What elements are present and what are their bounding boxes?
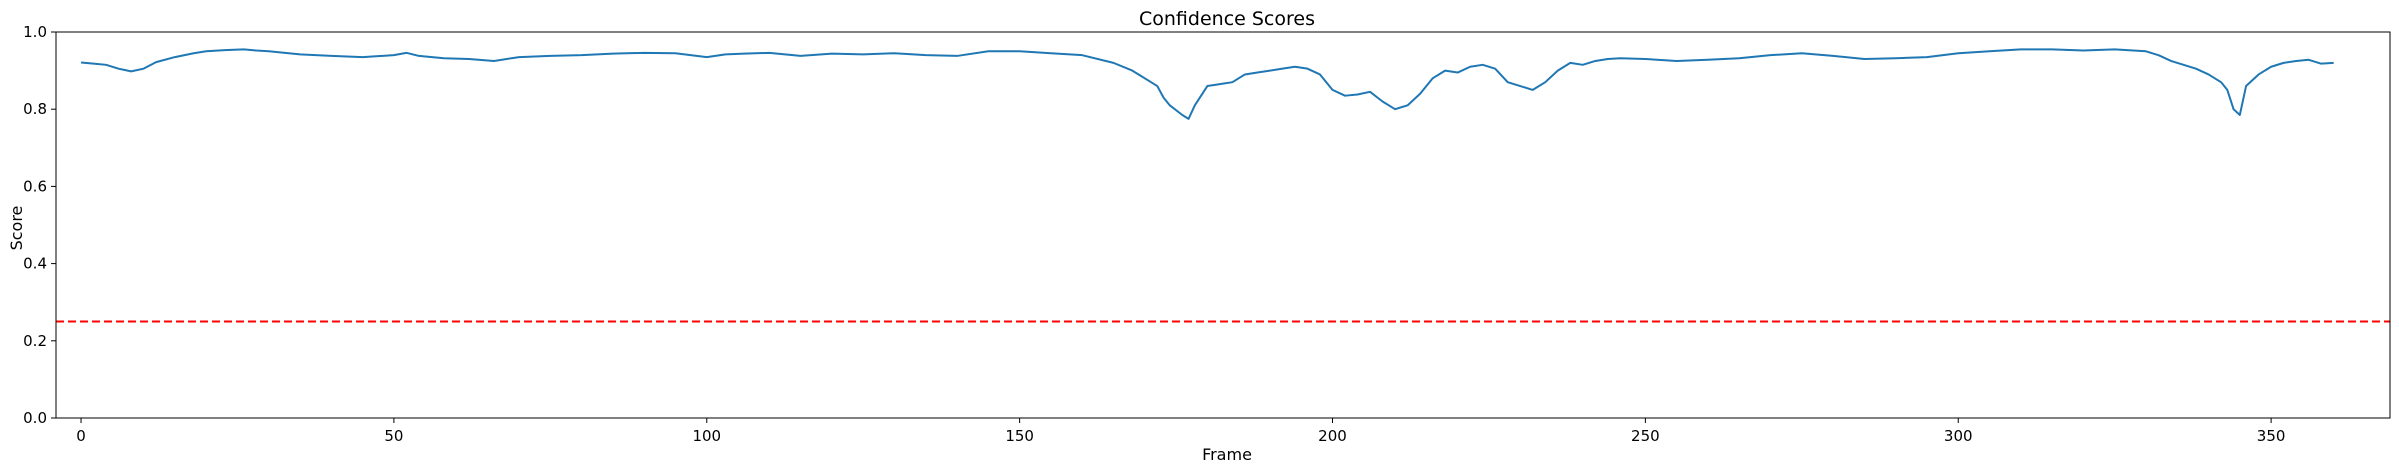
x-tick-label: 200: [1318, 427, 1347, 445]
plot-area: 0 50 100 150 200 250 300 350 0.0 0.2 0.4 0.6 0.8 1.0: [23, 23, 2391, 445]
y-tick-label: 0.0: [23, 409, 47, 427]
x-tick-label: 250: [1631, 427, 1660, 445]
plot-frame: [55, 31, 2391, 419]
chart-title: Confidence Scores: [1139, 8, 1315, 30]
y-tick-label: 0.8: [23, 100, 47, 118]
y-tick-label: 0.4: [23, 255, 47, 273]
x-tick-label: 300: [1944, 427, 1973, 445]
x-tick-label: 50: [384, 427, 403, 445]
x-axis-title: Frame: [1202, 445, 1252, 464]
x-tick-label: 100: [692, 427, 721, 445]
y-tick-label: 1.0: [23, 23, 47, 41]
x-tick-label: 0: [76, 427, 86, 445]
y-tick-label: 0.6: [23, 177, 47, 195]
x-tick-label: 150: [1005, 427, 1034, 445]
y-axis-title: Score: [7, 206, 26, 251]
x-tick-label: 350: [2257, 427, 2286, 445]
y-tick-label: 0.2: [23, 332, 47, 350]
series-line-0: [80, 48, 2334, 120]
